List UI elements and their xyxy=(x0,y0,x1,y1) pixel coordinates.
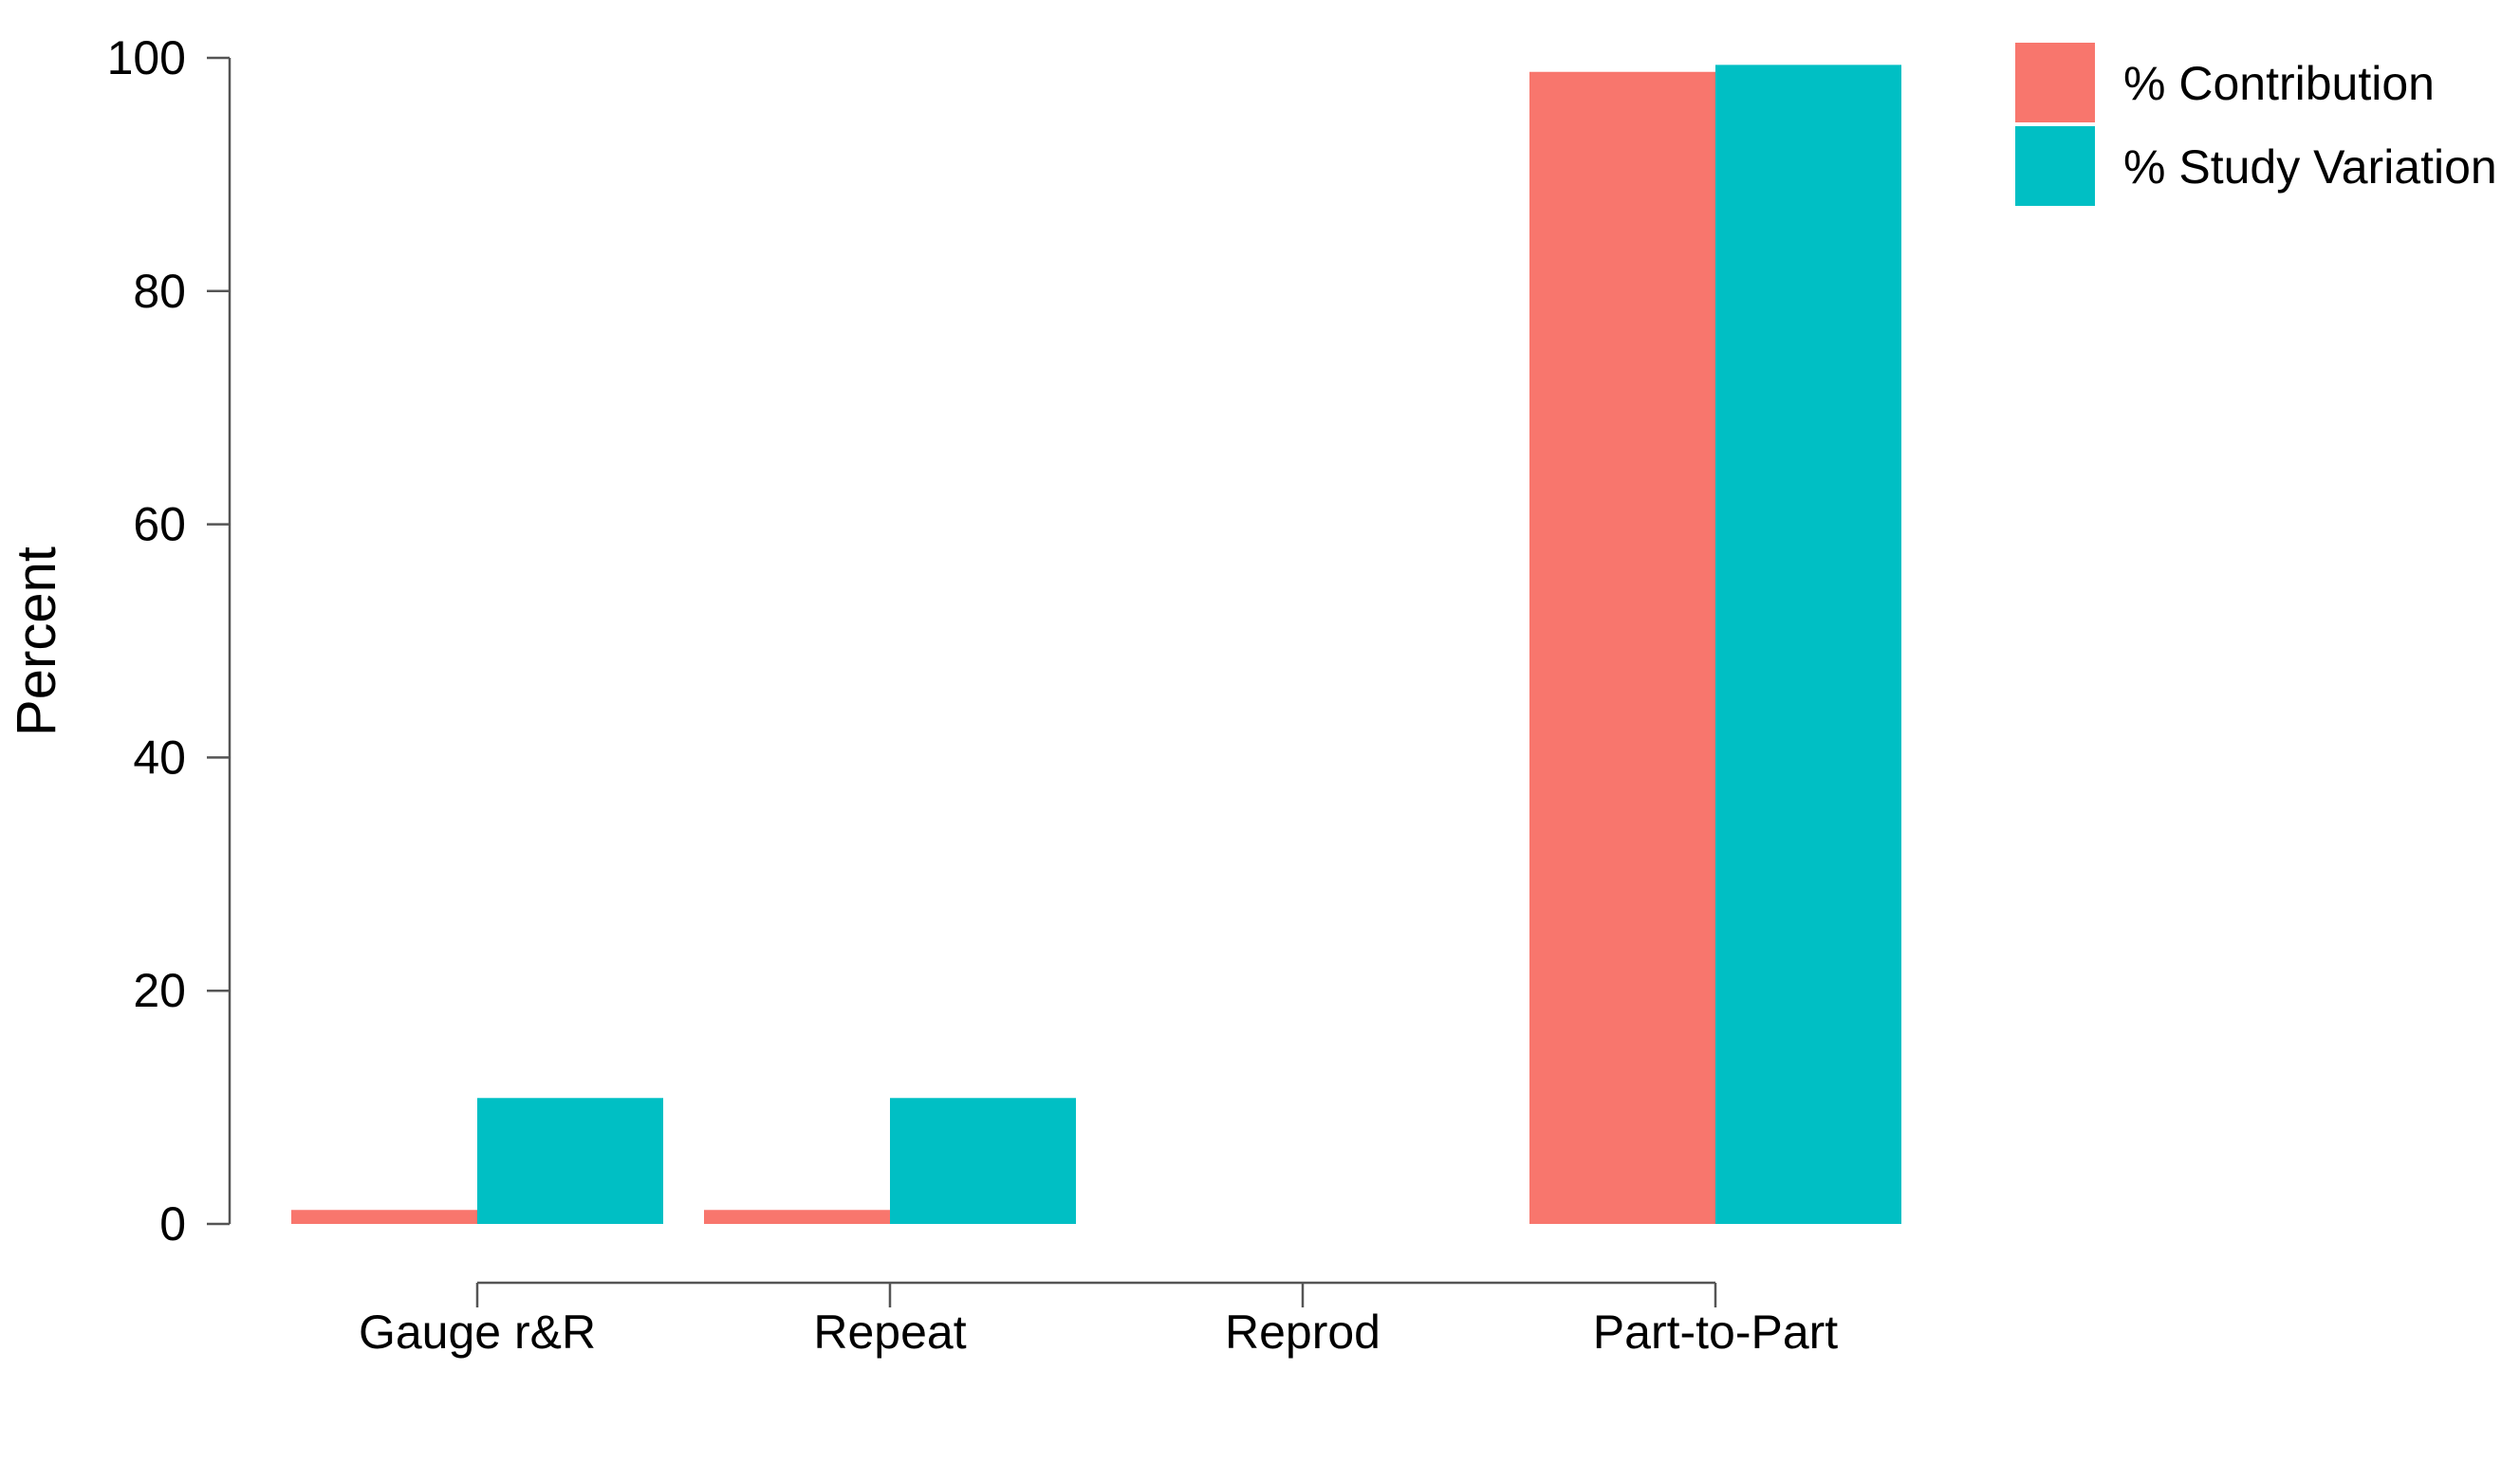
bar-contribution xyxy=(1529,71,1715,1224)
y-tick-label: 20 xyxy=(133,964,186,1017)
bar-contribution xyxy=(704,1210,890,1224)
legend-swatch xyxy=(2015,126,2095,206)
y-tick-label: 0 xyxy=(159,1197,186,1250)
legend-label: % Contribution xyxy=(2123,57,2435,110)
legend-swatch xyxy=(2015,43,2095,122)
x-tick-label: Part-to-Part xyxy=(1593,1306,1839,1359)
y-tick-label: 60 xyxy=(133,498,186,551)
legend-label: % Study Variation xyxy=(2123,140,2497,194)
x-tick-label: Repeat xyxy=(813,1306,966,1359)
bar-study-variation xyxy=(890,1098,1076,1224)
x-axis: Gauge r&R Repeat Reprod Part-to-Part xyxy=(359,1281,1839,1359)
x-tick-label: Reprod xyxy=(1225,1306,1380,1359)
bar-study-variation xyxy=(1715,65,1901,1224)
bar-contribution xyxy=(291,1210,477,1224)
y-axis-title: Percent xyxy=(6,546,67,736)
legend: % Contribution % Study Variation xyxy=(2015,43,2497,206)
bar-study-variation xyxy=(477,1098,663,1224)
y-tick-label: 100 xyxy=(107,31,186,84)
bars xyxy=(291,65,1901,1224)
y-axis: 0 20 40 60 80 100 xyxy=(107,31,232,1250)
y-tick-label: 40 xyxy=(133,731,186,784)
x-tick-label: Gauge r&R xyxy=(359,1306,596,1359)
y-tick-label: 80 xyxy=(133,265,186,318)
